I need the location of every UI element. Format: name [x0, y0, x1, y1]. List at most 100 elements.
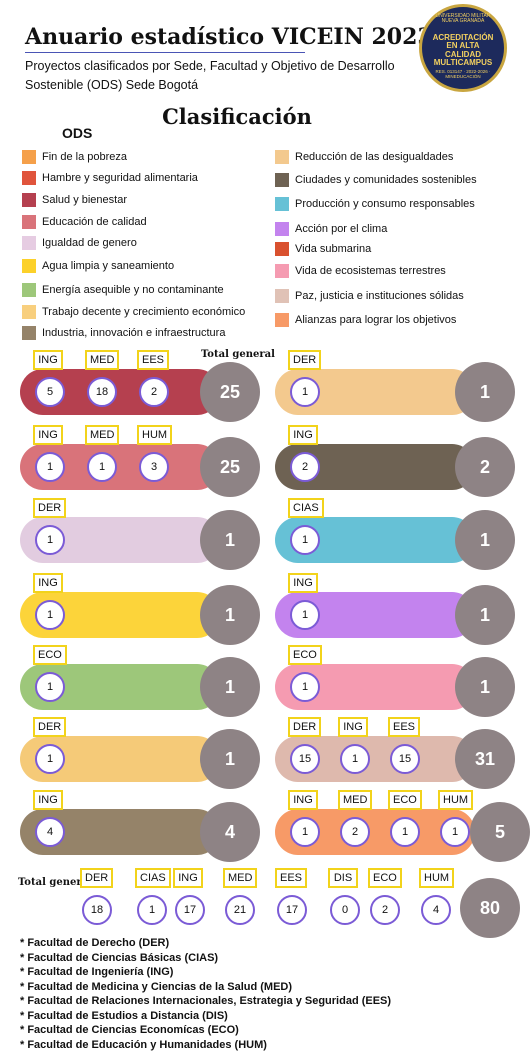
note: * Facultad de Ciencias Economícas (ECO) [20, 1024, 239, 1036]
legend-label: Vida de ecosistemas terrestres [295, 265, 446, 277]
faculty-code: ECO [368, 868, 402, 888]
faculty-value: 1 [390, 817, 420, 847]
legend-title: ODS [62, 125, 93, 141]
legend-swatch [275, 150, 289, 164]
faculty-code: DER [288, 350, 322, 370]
faculty-value: 1 [290, 672, 320, 702]
faculty-value: 18 [82, 895, 112, 925]
faculty-value: 17 [277, 895, 307, 925]
legend-swatch [22, 326, 36, 340]
note: * Facultad de Estudios a Distancia (DIS) [20, 1009, 228, 1022]
faculty-value: 1 [87, 452, 117, 482]
faculty-value: 2 [340, 817, 370, 847]
legend-swatch [22, 236, 36, 250]
title: Anuario estadístico VICEIN 2023 [25, 24, 433, 50]
legend-swatch [22, 283, 36, 297]
row-total: 31 [455, 729, 515, 789]
row-total: 1 [200, 510, 260, 570]
legend-label: Ciudades y comunidades sostenibles [295, 174, 477, 186]
faculty-value: 1 [35, 525, 65, 555]
faculty-value: 17 [175, 895, 205, 925]
legend-label: Reducción de las desigualdades [295, 151, 454, 163]
faculty-code: HUM [137, 425, 173, 445]
subtitle: Proyectos clasificados por Sede, Faculta… [25, 59, 395, 92]
faculty-value: 1 [290, 377, 320, 407]
faculty-code: HUM [419, 868, 455, 888]
note: * Facultad de Ciencias Básicas (CIAS) [20, 951, 219, 964]
legend-label: Igualdad de genero [42, 237, 137, 249]
legend-swatch [275, 264, 289, 278]
legend-label: Paz, justicia e instituciones sólidas [295, 290, 464, 302]
legend-swatch [22, 150, 36, 164]
note: * Facultad de Derecho (DER) [20, 937, 170, 949]
faculty-code: CIAS [288, 498, 324, 518]
faculty-code: EES [137, 350, 170, 370]
legend-label: Acción por el clima [295, 223, 388, 235]
faculty-code: ECO [33, 645, 67, 665]
faculty-value: 15 [290, 744, 320, 774]
legend-swatch [275, 242, 289, 256]
legend-label: Vida submarina [295, 243, 372, 255]
faculty-code: DIS [328, 868, 358, 888]
badge-text: UNIVERSIDAD MILITAR NUEVA GRANADA [435, 13, 491, 25]
legend-label: Trabajo decente y crecimiento económico [42, 306, 246, 318]
badge [419, 4, 507, 92]
title-underline [25, 52, 305, 53]
faculty-value: 1 [290, 817, 320, 847]
faculty-code: MED [85, 350, 120, 370]
faculty-code: MED [223, 868, 258, 888]
faculty-code: ING [33, 790, 63, 810]
row-total: 5 [470, 802, 530, 862]
legend-label: Educación de calidad [42, 216, 147, 228]
faculty-value: 1 [440, 817, 470, 847]
faculty-value: 3 [139, 452, 169, 482]
note: * Facultad de Ingeniería (ING) [20, 966, 174, 978]
legend-swatch [275, 289, 289, 303]
legend-label: Producción y consumo responsables [295, 198, 475, 210]
row-total: 25 [200, 437, 260, 497]
row-total: 1 [455, 585, 515, 645]
faculty-code: ING [288, 573, 318, 593]
legend-swatch [275, 222, 289, 236]
faculty-code: ING [338, 717, 368, 737]
faculty-code: ECO [388, 790, 422, 810]
legend-label: Alianzas para lograr los objetivos [295, 314, 457, 326]
faculty-code: ING [33, 350, 63, 370]
faculty-value: 4 [421, 895, 451, 925]
faculty-code: ING [288, 425, 318, 445]
faculty-value: 1 [290, 525, 320, 555]
row-total: 25 [200, 362, 260, 422]
faculty-value: 1 [290, 600, 320, 630]
legend-swatch [22, 305, 36, 319]
faculty-value: 2 [290, 452, 320, 482]
legend-swatch [275, 197, 289, 211]
legend-label: Fin de la pobreza [42, 151, 127, 163]
row-total: 1 [200, 585, 260, 645]
faculty-code: ING [33, 573, 63, 593]
badge-text: RES. 013147 · 2022-2026 · MINEDUCACIÓN [435, 69, 491, 79]
legend-swatch [22, 259, 36, 273]
row-total: 1 [455, 657, 515, 717]
faculty-value: 1 [35, 600, 65, 630]
faculty-code: ING [173, 868, 203, 888]
faculty-code: ECO [288, 645, 322, 665]
faculty-code: ING [288, 790, 318, 810]
faculty-value: 1 [35, 672, 65, 702]
row-total: 4 [200, 802, 260, 862]
grand-total: 80 [460, 878, 520, 938]
legend-swatch [22, 171, 36, 185]
row-total: 2 [455, 437, 515, 497]
faculty-code: DER [33, 498, 67, 518]
legend-label: Energía asequible y no contaminante [42, 284, 224, 296]
faculty-code: EES [275, 868, 308, 888]
row-total: 1 [455, 362, 515, 422]
faculty-code: ING [33, 425, 63, 445]
legend-swatch [275, 313, 289, 327]
faculty-value: 2 [139, 377, 169, 407]
row-total: 1 [455, 510, 515, 570]
faculty-value: 1 [340, 744, 370, 774]
faculty-value: 1 [137, 895, 167, 925]
badge-text: ACREDITACIÓN EN ALTA CALIDAD MULTICAMPUS [432, 33, 494, 68]
total-label: Total general [201, 349, 275, 360]
